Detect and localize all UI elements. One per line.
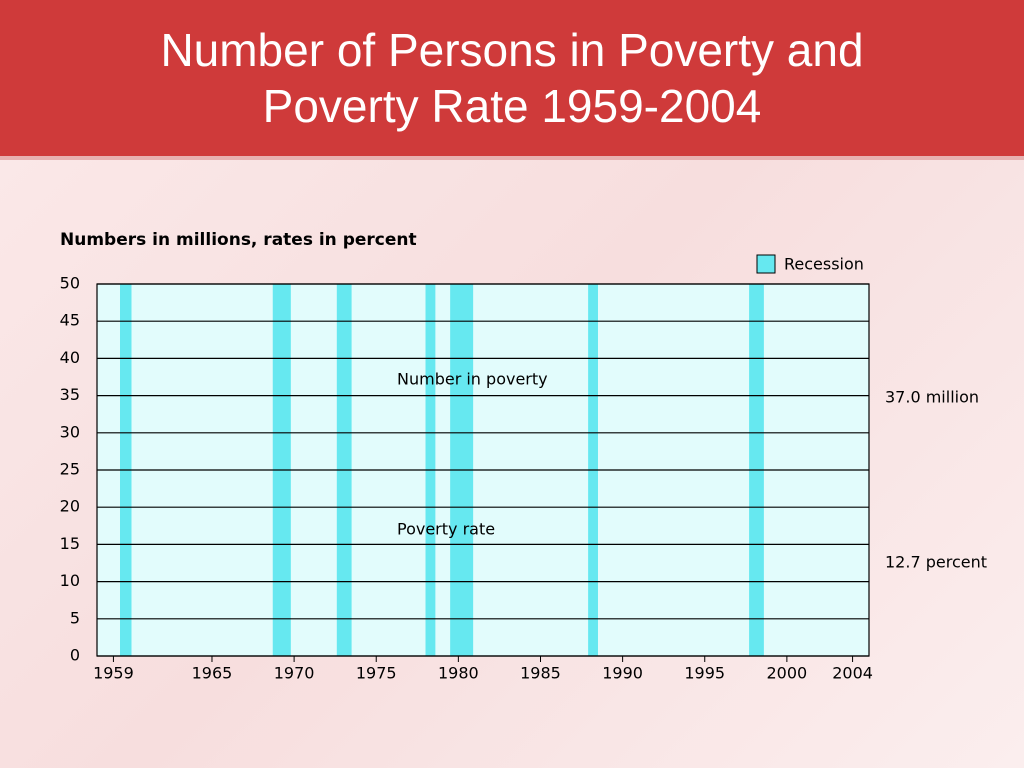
y-tick-label: 0: [70, 646, 80, 665]
y-tick-label: 40: [60, 348, 80, 367]
x-tick-label: 1990: [602, 664, 643, 683]
legend-label: Recession: [784, 255, 864, 274]
chart-subtitle: Numbers in millions, rates in percent: [60, 230, 417, 250]
x-tick-label: 1985: [520, 664, 561, 683]
end-label: 12.7 percent: [885, 553, 987, 572]
y-tick-label: 30: [60, 422, 80, 441]
end-label: 37.0 million: [885, 388, 979, 407]
y-tick-label: 45: [60, 311, 80, 330]
y-tick-label: 5: [70, 608, 80, 627]
legend-swatch: [756, 254, 776, 274]
x-tick-label: 1965: [192, 664, 233, 683]
chart-title: Number of Persons in Poverty and Poverty…: [160, 24, 864, 132]
x-tick-label: 2004: [832, 664, 873, 683]
x-tick-label: 1975: [356, 664, 397, 683]
y-tick-label: 20: [60, 497, 80, 516]
x-tick-label: 1995: [684, 664, 725, 683]
header: Number of Persons in Poverty and Poverty…: [0, 0, 1024, 160]
y-tick-label: 15: [60, 534, 80, 553]
series-label: Poverty rate: [397, 520, 495, 539]
plot-border: [96, 283, 870, 657]
x-tick-label: 1959: [93, 664, 134, 683]
y-tick-label: 25: [60, 460, 80, 479]
series-label: Number in poverty: [397, 370, 548, 389]
x-tick-label: 1970: [274, 664, 315, 683]
y-tick-label: 50: [60, 274, 80, 293]
x-tick-label: 1980: [438, 664, 479, 683]
x-tick-label: 2000: [767, 664, 808, 683]
y-tick-label: 35: [60, 385, 80, 404]
y-tick-label: 10: [60, 571, 80, 590]
